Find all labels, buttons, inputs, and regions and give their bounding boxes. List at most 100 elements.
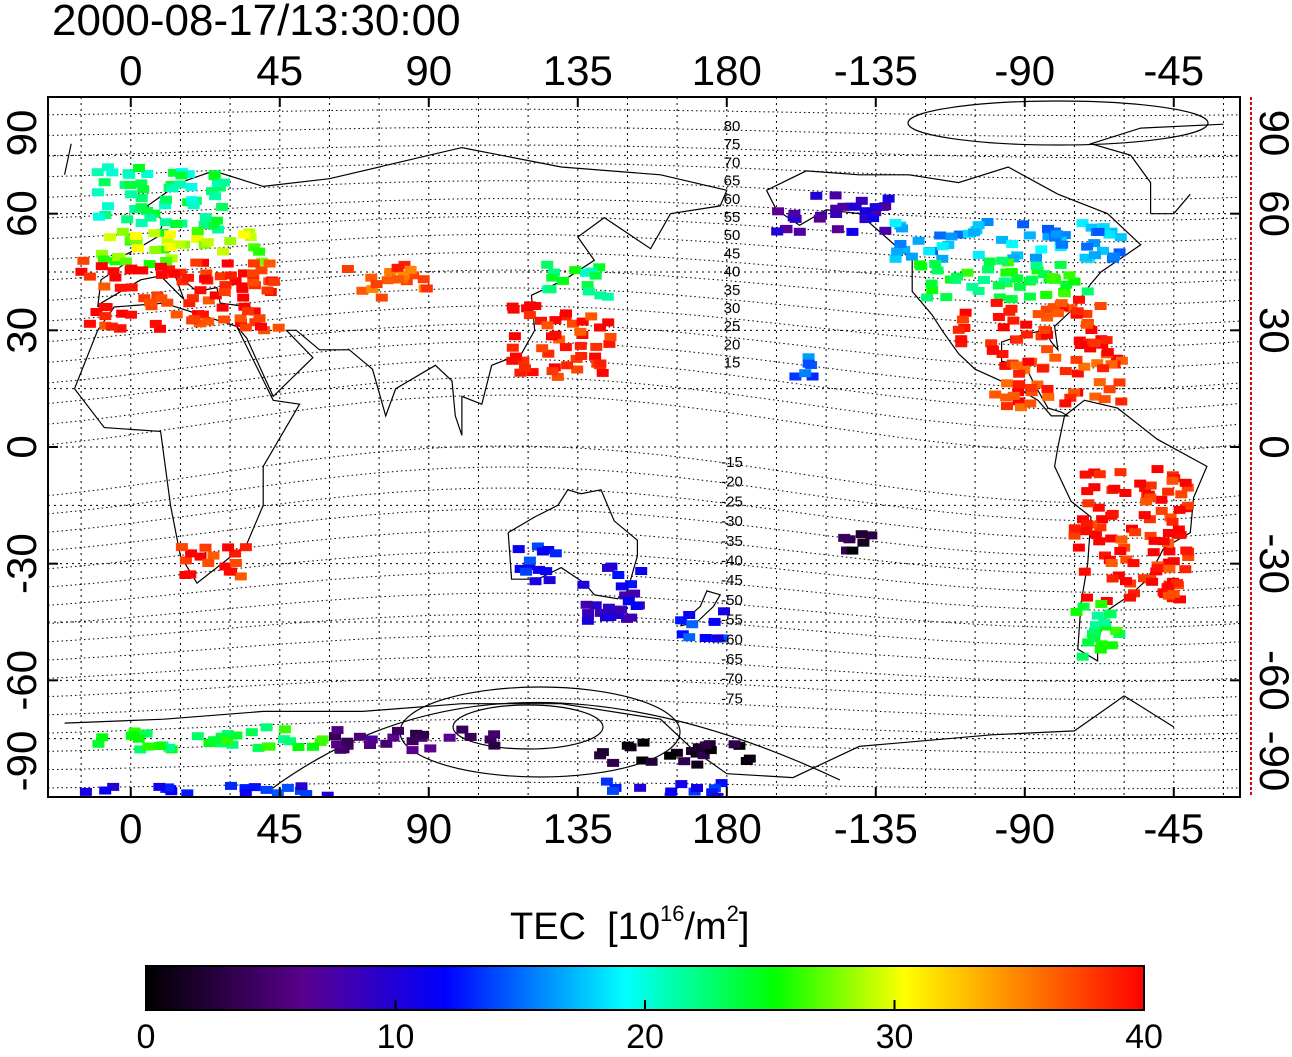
tec-point <box>125 283 138 292</box>
tec-point <box>239 323 252 332</box>
tec-point <box>1099 551 1111 560</box>
tec-point <box>846 546 859 555</box>
contour-line <box>48 613 1240 647</box>
tec-point <box>934 231 947 240</box>
tec-point <box>218 288 231 297</box>
tec-point <box>206 187 218 196</box>
tec-point <box>380 739 393 748</box>
tec-point <box>526 368 539 377</box>
lon-tick-label: 90 <box>405 47 452 94</box>
tec-point <box>137 185 150 194</box>
tec-point <box>1110 626 1123 635</box>
tec-point <box>1074 341 1087 349</box>
tec-point <box>1080 519 1093 528</box>
tec-point <box>224 237 237 246</box>
tec-point <box>1010 361 1023 370</box>
tec-point <box>619 591 632 600</box>
tec-point <box>199 543 212 552</box>
tec-point <box>879 226 892 235</box>
tec-point <box>209 192 222 201</box>
tec-point <box>607 758 620 767</box>
tec-point <box>1059 399 1072 408</box>
tec-point <box>925 279 938 288</box>
tec-point <box>675 616 688 625</box>
tec-point <box>370 280 383 289</box>
tec-point <box>1108 252 1120 261</box>
contour-label: -70 <box>721 671 743 688</box>
tec-point <box>365 735 378 744</box>
tec-point <box>898 245 911 254</box>
tec-point <box>691 760 704 769</box>
contour-label: 30 <box>724 300 741 317</box>
tec-point <box>543 576 556 585</box>
tec-point <box>199 274 212 283</box>
tec-point <box>630 602 643 610</box>
tec-point <box>596 368 609 377</box>
tec-point <box>929 259 942 268</box>
graticule <box>48 97 1240 797</box>
tec-point <box>341 737 354 746</box>
tec-point <box>1181 501 1194 510</box>
tec-point <box>683 633 696 642</box>
tec-point <box>1096 340 1109 349</box>
tec-point <box>601 292 614 301</box>
tec-point <box>889 254 902 263</box>
tec-point <box>164 230 176 239</box>
tec-point <box>936 254 949 263</box>
tec-point <box>244 233 257 241</box>
tec-point <box>1065 304 1078 313</box>
tec-point <box>1179 565 1192 574</box>
tec-point <box>882 194 895 203</box>
tec-point <box>1005 268 1018 276</box>
tec-point <box>170 220 183 228</box>
tec-point <box>105 322 118 331</box>
tec-point <box>602 318 615 327</box>
tec-point <box>1058 289 1071 298</box>
tec-point <box>384 268 397 276</box>
tec-point <box>398 260 411 269</box>
lon-tick-label: 90 <box>405 805 452 852</box>
tec-point <box>678 757 691 766</box>
tec-point <box>844 202 857 211</box>
tec-point <box>1038 270 1051 279</box>
lat-tick-label: 0 <box>1251 435 1292 458</box>
tec-point <box>226 740 239 749</box>
tec-point <box>1097 364 1110 373</box>
tec-point <box>577 580 590 589</box>
tec-point <box>510 352 522 361</box>
tec-point <box>1058 231 1071 240</box>
tec-point <box>1078 362 1091 371</box>
tec-point <box>508 332 521 341</box>
tec-point <box>1138 574 1150 583</box>
tec-point <box>771 227 784 236</box>
tec-point <box>247 259 260 268</box>
lat-tick-label: -30 <box>1251 533 1292 594</box>
tec-point <box>91 168 104 177</box>
tec-point <box>990 298 1003 307</box>
tec-point <box>102 163 114 172</box>
tec-point <box>124 181 137 189</box>
contour-line <box>48 655 1240 682</box>
tec-point <box>981 218 994 226</box>
tec-point <box>1085 326 1098 334</box>
tec-point <box>559 343 572 352</box>
tec-point <box>1041 385 1054 393</box>
lat-tick-labels-right: 90 60 30 0 -30 -60 -90 <box>1251 110 1292 792</box>
lat-tick-label: -60 <box>1251 650 1292 711</box>
tec-point <box>234 572 247 581</box>
tec-point <box>612 611 625 619</box>
lat-tick-label: -60 <box>0 650 45 711</box>
tec-point <box>1079 253 1092 262</box>
tec-point <box>596 748 609 757</box>
tec-point <box>1042 232 1055 241</box>
tec-point <box>1120 555 1133 564</box>
tec-point <box>1115 535 1128 544</box>
tec-point <box>292 743 305 751</box>
tec-point <box>533 565 545 574</box>
tec-point <box>1003 307 1016 316</box>
tec-point <box>484 735 497 744</box>
tec-point <box>200 269 213 278</box>
tec-point <box>107 782 120 791</box>
tec-point <box>594 608 607 617</box>
tec-point <box>186 196 199 205</box>
